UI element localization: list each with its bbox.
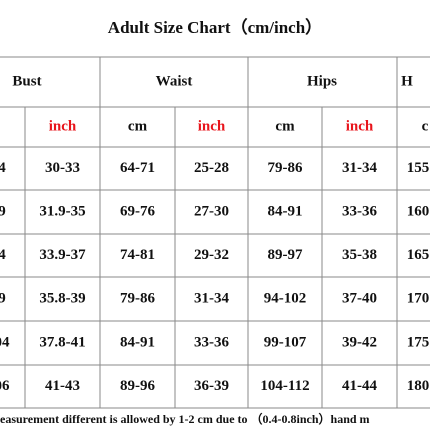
cell: 33-36 xyxy=(194,334,229,350)
cell: 69-76 xyxy=(120,203,155,219)
sub-header: cm xyxy=(275,118,295,134)
cell: 94-102 xyxy=(264,290,307,306)
group-header: Bust xyxy=(12,73,41,89)
cell: 180 xyxy=(407,378,430,394)
cell: 31-34 xyxy=(194,290,229,306)
cell: 165 xyxy=(407,247,430,263)
cell: 155 xyxy=(407,160,430,176)
cell: 37-40 xyxy=(342,290,377,306)
cell: 06 xyxy=(0,378,10,394)
cell: 31.9-35 xyxy=(39,203,85,219)
cell: 4 xyxy=(0,247,6,263)
group-header: Hips xyxy=(307,73,337,89)
cell: 9 xyxy=(0,203,6,219)
cell: 84-91 xyxy=(120,334,155,350)
cell: 35-38 xyxy=(342,247,377,263)
group-header: H xyxy=(401,73,413,89)
cell: 36-39 xyxy=(194,378,229,394)
cell: 41-44 xyxy=(342,378,377,394)
cell: 37.8-41 xyxy=(39,334,85,350)
cell: 175 xyxy=(407,334,430,350)
cell: 31-34 xyxy=(342,160,377,176)
cell: 39-42 xyxy=(342,334,377,350)
cell: 84-91 xyxy=(268,203,303,219)
cell: 4 xyxy=(0,160,6,176)
cell: 89-96 xyxy=(120,378,155,394)
cell: 33.9-37 xyxy=(39,247,86,263)
sub-header: cm xyxy=(128,118,148,134)
sub-header: inch xyxy=(198,118,226,134)
cell: 35.8-39 xyxy=(39,290,85,306)
cell: 25-28 xyxy=(194,160,229,176)
cell: 64-71 xyxy=(120,160,155,176)
cell: 9 xyxy=(0,290,6,306)
cell: 74-81 xyxy=(120,247,155,263)
cell: 27-30 xyxy=(194,203,229,219)
sub-header: inch xyxy=(49,118,77,134)
cell: 30-33 xyxy=(45,160,80,176)
cell: 99-107 xyxy=(264,334,307,350)
cell: 33-36 xyxy=(342,203,377,219)
cell: 170 xyxy=(407,290,430,306)
cell: 79-86 xyxy=(120,290,155,306)
sub-header: c xyxy=(422,118,429,134)
footnote: easurement different is allowed by 1-2 c… xyxy=(0,411,370,426)
cell: 89-97 xyxy=(268,247,303,263)
cell: 29-32 xyxy=(194,247,229,263)
cell: 41-43 xyxy=(45,378,80,394)
cell: 104-112 xyxy=(260,378,309,394)
title: Adult Size Chart（cm/inch） xyxy=(108,17,322,37)
cell: 04 xyxy=(0,334,10,350)
cell: 160 xyxy=(407,203,430,219)
sub-header: inch xyxy=(346,118,374,134)
group-header: Waist xyxy=(156,73,193,89)
cell: 79-86 xyxy=(268,160,303,176)
